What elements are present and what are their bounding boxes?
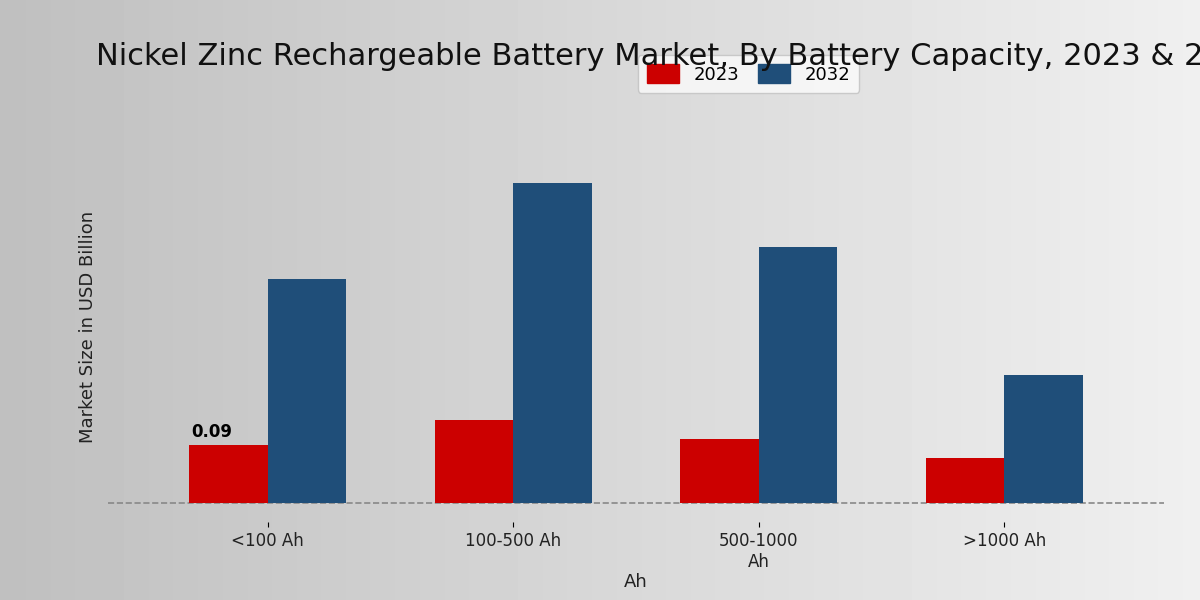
Text: Nickel Zinc Rechargeable Battery Market, By Battery Capacity, 2023 & 2032: Nickel Zinc Rechargeable Battery Market,… <box>96 42 1200 71</box>
Bar <box>1004 375 1082 503</box>
Bar <box>758 247 838 503</box>
Bar <box>514 183 592 503</box>
Legend: 2023, 2032: 2023, 2032 <box>637 55 859 92</box>
Bar <box>190 445 268 503</box>
Y-axis label: Market Size in USD Billion: Market Size in USD Billion <box>79 211 97 443</box>
Text: 0.09: 0.09 <box>192 423 233 441</box>
Bar <box>268 279 347 503</box>
Bar <box>925 458 1004 503</box>
X-axis label: Ah: Ah <box>624 574 648 592</box>
Bar <box>680 439 758 503</box>
Bar <box>434 420 514 503</box>
